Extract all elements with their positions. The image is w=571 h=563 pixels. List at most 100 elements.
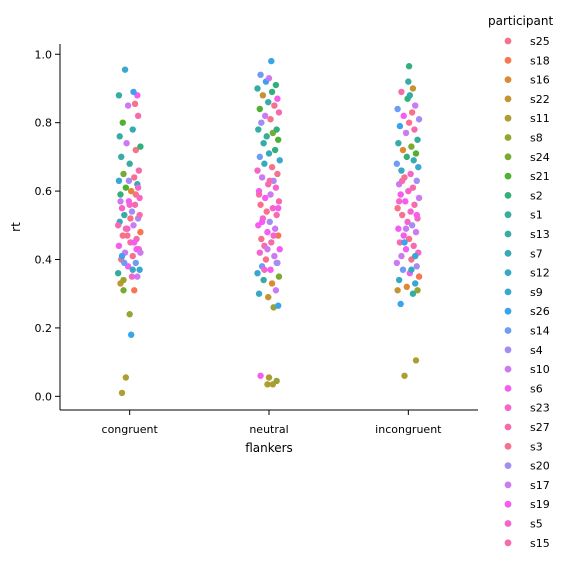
legend-marker [504,288,512,296]
data-point [265,374,273,381]
legend-label: s3 [530,440,543,453]
legend-marker [504,442,512,450]
data-point [254,167,261,174]
data-point [265,75,273,82]
data-point [256,249,264,256]
data-point [127,215,134,222]
data-point [260,139,267,147]
data-point [403,283,411,291]
data-point [267,266,274,273]
data-point [260,276,267,284]
legend-entry: s12 [504,267,550,280]
data-point [114,222,122,229]
y-tick-label: 0.2 [35,322,53,335]
data-point [268,88,276,96]
data-point [259,92,267,99]
data-point [412,252,419,260]
legend-label: s16 [530,74,550,87]
data-point [394,105,401,113]
data-point [132,191,139,198]
data-point [122,374,130,381]
legend-marker [504,462,512,469]
data-point [405,187,412,195]
data-point [134,273,141,280]
data-point [413,211,420,219]
data-point [393,160,401,167]
data-point [274,170,281,178]
y-ticks: 0.0 0.2 0.4 0.6 0.8 1.0 [35,48,60,403]
data-point [413,263,420,270]
data-point [258,235,265,243]
legend-label: s27 [530,421,550,434]
data-point [273,211,280,219]
data-point [395,198,403,205]
data-point [266,177,273,185]
data-point [137,143,144,150]
data-point [405,63,413,70]
data-point [137,228,144,236]
data-point [123,139,130,147]
data-point [263,133,270,140]
data-point [393,259,401,267]
data-point [410,242,417,250]
data-point [397,300,404,308]
legend-entry: s24 [504,151,550,164]
legend-label: s8 [530,132,543,145]
legend-entry: s13 [504,228,550,241]
data-point [257,201,264,208]
data-point [273,259,280,267]
data-point [402,246,410,253]
y-tick-label: 0.4 [35,253,53,266]
data-point [267,191,274,198]
legend-label: s24 [530,151,550,164]
data-point [261,112,269,120]
data-point [255,290,263,297]
data-point [412,150,420,157]
data-point [273,126,280,133]
data-point [274,204,282,212]
data-point [121,66,129,73]
data-point [131,201,139,208]
x-axis-label: flankers [245,441,293,455]
legend-marker [504,192,512,199]
data-point [257,372,264,379]
data-point [395,225,402,232]
legend-entry: s7 [504,247,543,260]
data-point [263,208,270,215]
data-point [136,266,143,273]
data-point [399,177,406,185]
data-point [271,252,278,260]
legend-marker [504,134,512,141]
data-point [120,170,127,178]
data-point [134,184,142,191]
data-point [256,153,264,161]
legend-entry: s2 [504,189,543,202]
data-point [132,146,139,154]
data-point [128,273,136,280]
y-axis-label: rt [9,222,23,232]
y-tick-label: 0.6 [35,185,53,198]
data-point [407,208,414,215]
legend-marker [504,172,512,180]
data-point [134,112,142,120]
legend-label: s1 [530,209,543,222]
data-point [127,331,135,338]
data-point [271,146,279,154]
legend-marker [504,153,512,161]
data-point [131,174,138,181]
legend-entry: s27 [504,421,550,434]
data-point [394,204,401,212]
legend-label: s9 [530,286,543,299]
y-tick-label: 1.0 [35,48,53,61]
legend-marker [504,346,512,354]
legend-entry: s1 [504,209,543,222]
data-point [258,218,266,226]
data-point [121,259,128,267]
data-point [122,225,130,232]
x-tick-label: congruent [102,423,159,436]
data-point [265,98,272,106]
legend-label: s13 [530,228,550,241]
data-point [125,177,133,185]
data-point [126,311,133,318]
data-point [399,266,407,273]
